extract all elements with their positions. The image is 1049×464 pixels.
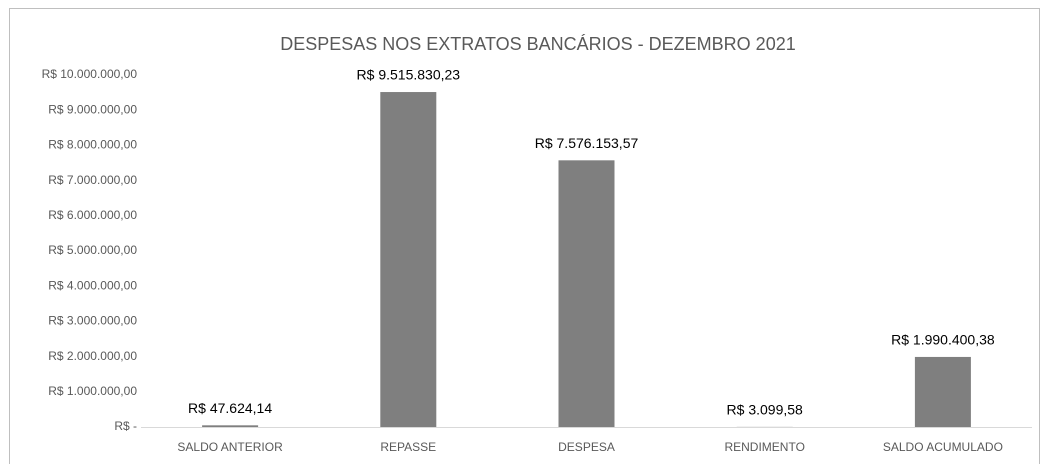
bar [380,92,437,427]
y-tick-label: R$ 4.000.000,00 [48,278,137,292]
y-tick-label: R$ 6.000.000,00 [48,208,137,222]
data-label: R$ 9.515.830,23 [357,67,461,83]
y-tick-label: R$ 9.000.000,00 [48,102,137,116]
x-tick-label: DESPESA [558,440,615,454]
y-tick-label: R$ 5.000.000,00 [48,243,137,257]
x-tick-label: RENDIMENTO [724,440,804,454]
y-tick-label: R$ 10.000.000,00 [42,67,138,81]
bar [202,425,259,427]
y-tick-label: R$ 8.000.000,00 [48,138,137,152]
y-tick-label: R$ 3.000.000,00 [48,314,137,328]
x-tick-label: REPASSE [380,440,436,454]
chart-title: DESPESAS NOS EXTRATOS BANCÁRIOS - DEZEMB… [280,34,795,54]
y-tick-label: R$ 2.000.000,00 [48,349,137,363]
chart-border [9,8,1040,464]
y-tick-label: R$ 7.000.000,00 [48,173,137,187]
x-tick-label: SALDO ANTERIOR [177,440,283,454]
bar [558,160,615,427]
data-label: R$ 7.576.153,57 [535,135,639,151]
data-label: R$ 1.990.400,38 [891,332,995,348]
data-label: R$ 3.099,58 [727,402,803,418]
bar [914,356,971,427]
y-tick-label: R$ 1.000.000,00 [48,384,137,398]
x-tick-label: SALDO ACUMULADO [883,440,1003,454]
y-tick-label: R$ - [114,419,137,433]
data-label: R$ 47.624,14 [188,400,272,416]
